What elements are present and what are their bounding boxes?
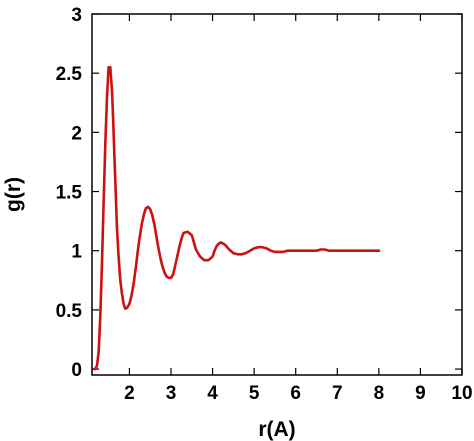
x-tick-label: 6 <box>290 383 301 404</box>
x-tick-label: 9 <box>415 383 426 404</box>
y-tick-label: 1 <box>71 242 82 263</box>
x-tick-label: 3 <box>166 383 177 404</box>
x-tick-label: 10 <box>451 383 472 404</box>
lines-layer <box>92 66 381 371</box>
series-line-0 <box>92 66 381 371</box>
y-tick-label: 0.5 <box>56 301 83 322</box>
y-tick-label: 3 <box>71 5 82 26</box>
plot-frame <box>91 13 463 376</box>
ticks-layer <box>92 13 463 375</box>
y-tick-label: 2 <box>71 123 82 144</box>
x-tick-label: 4 <box>207 383 218 404</box>
labels-layer: 2 3 4 5 6 7 8 9 10 0 0.5 1 1.5 2 2.5 3 <box>56 5 473 404</box>
y-tick-label: 2.5 <box>56 64 83 85</box>
y-axis-title: g(r) <box>2 177 25 212</box>
y-tick-label: 1.5 <box>56 183 83 204</box>
x-tick-label: 2 <box>124 383 135 404</box>
x-axis-title: r(A) <box>258 418 295 441</box>
x-tick-label: 5 <box>249 383 260 404</box>
x-tick-label: 8 <box>374 383 385 404</box>
x-tick-label: 7 <box>332 383 343 404</box>
y-tick-label: 0 <box>71 360 82 381</box>
